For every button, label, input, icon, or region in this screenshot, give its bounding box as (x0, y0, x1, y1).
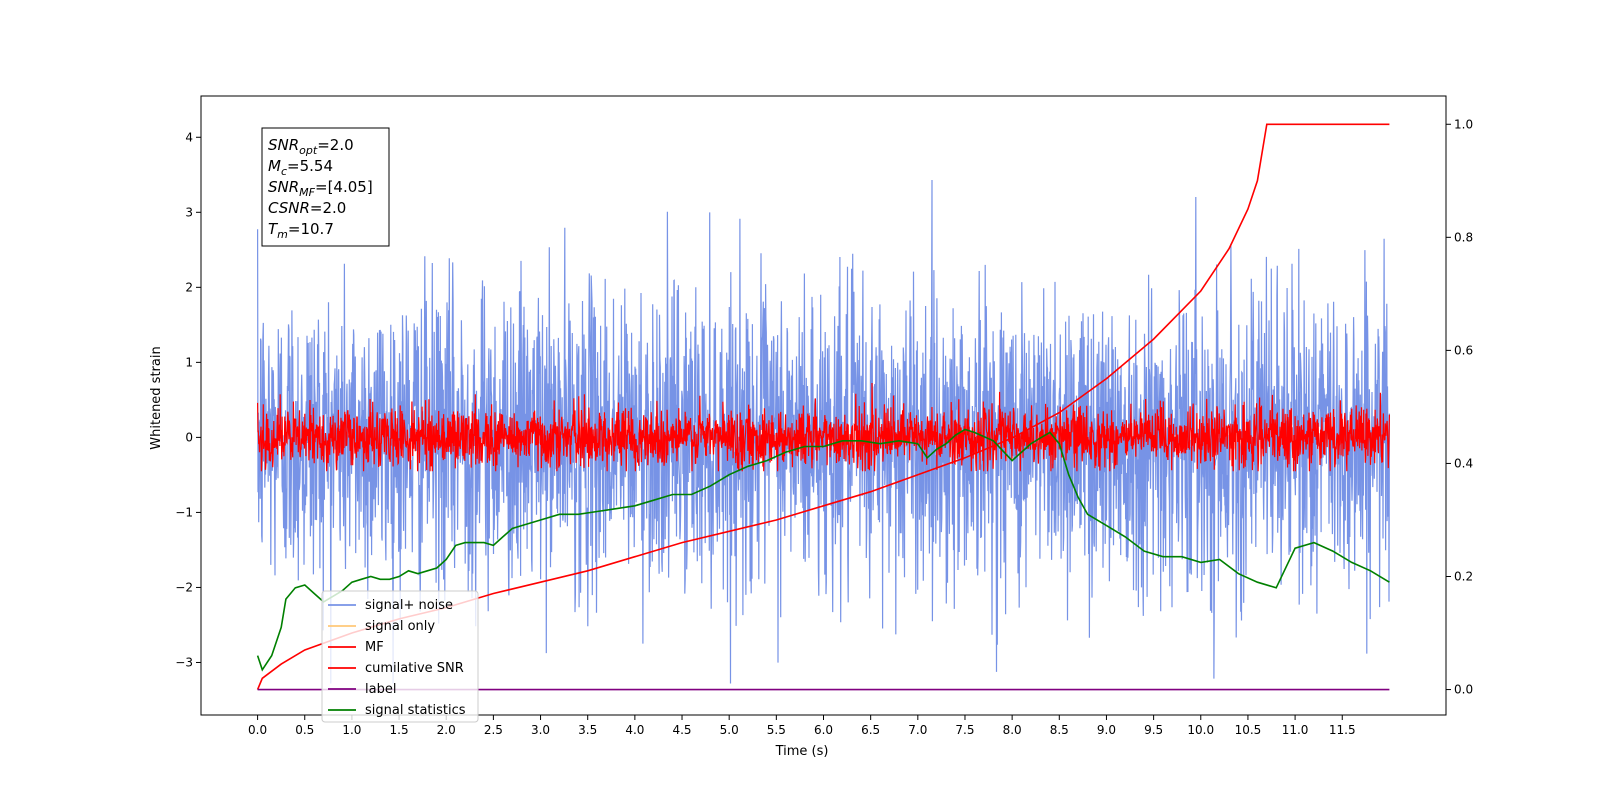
x-tick-label: 4.5 (672, 723, 691, 737)
legend-frame (321, 590, 479, 723)
y-tick-label-left: 1 (185, 355, 193, 369)
x-tick-label: 7.5 (955, 723, 974, 737)
x-tick-label: 5.0 (720, 723, 739, 737)
x-tick-label: 11.0 (1282, 723, 1309, 737)
annotation-line: SNRopt=2.0 (268, 136, 354, 157)
axes: 0.0 0.5 1.0 1.5 2.0 2.5 3.0 3.5 4.0 4.5 5.0 5.5 6.0 6… (175, 95, 1473, 737)
x-tick-label: 1.5 (390, 723, 409, 737)
y-tick-label-right: 0.2 (1454, 570, 1473, 584)
y-tick-label-left: −3 (175, 655, 193, 669)
x-axis-label: Time (s) (775, 744, 829, 759)
series-mf (257, 382, 1390, 472)
y-tick-label-left: 3 (185, 205, 193, 219)
y-axis-label: Whitened strain (149, 346, 164, 449)
y-tick-label-right: 0.0 (1454, 683, 1473, 697)
x-tick-label: 2.0 (437, 723, 456, 737)
y-tick-label-right: 0.6 (1454, 343, 1473, 357)
x-tick-label: 7.0 (908, 723, 927, 737)
y-tick-label-right: 0.4 (1454, 456, 1473, 470)
x-tick-label: 0.0 (248, 723, 267, 737)
legend-label: signal statistics (365, 703, 466, 718)
y-tick-label-right: 0.8 (1454, 230, 1473, 244)
y-tick-label-right: 1.0 (1454, 117, 1473, 131)
x-tick-label: 5.5 (767, 723, 786, 737)
legend-label: label (365, 682, 396, 697)
legend: signal+ noise signal only MF cumilative SNR… (321, 590, 479, 723)
legend-label: MF (365, 640, 384, 655)
annotation-line: Mc=5.54 (268, 157, 333, 178)
annotation-line: CSNR=2.0 (268, 199, 346, 217)
legend-label: signal only (365, 619, 435, 634)
legend-label: cumilative SNR (365, 661, 464, 676)
x-tick-label: 3.5 (578, 723, 597, 737)
legend-label: signal+ noise (365, 598, 453, 613)
annotation-line: Tm=10.7 (268, 220, 334, 241)
x-tick-label: 9.5 (1144, 723, 1163, 737)
x-tick-label: 4.0 (625, 723, 644, 737)
annotation-frame (261, 127, 390, 247)
x-tick-label: 1.0 (342, 723, 361, 737)
x-tick-label: 10.0 (1187, 723, 1214, 737)
y-tick-label-left: −2 (175, 580, 193, 594)
y-tick-label-left: −1 (175, 505, 193, 519)
x-tick-label: 10.5 (1235, 723, 1262, 737)
x-tick-label: 8.0 (1003, 723, 1022, 737)
series-signal-statistics (256, 428, 1390, 672)
y-tick-label-left: 0 (185, 430, 193, 444)
x-tick-label: 2.5 (484, 723, 503, 737)
y-tick-label-left: 4 (185, 130, 193, 144)
x-tick-label: 6.0 (814, 723, 833, 737)
x-tick-label: 9.0 (1097, 723, 1116, 737)
x-tick-label: 8.5 (1050, 723, 1069, 737)
x-tick-label: 3.0 (531, 723, 550, 737)
x-tick-label: 6.5 (861, 723, 880, 737)
y-tick-label-left: 2 (185, 280, 193, 294)
x-tick-label: 0.5 (295, 723, 314, 737)
x-tick-label: 11.5 (1329, 723, 1356, 737)
annotation-line: SNRMF=[4.05] (268, 178, 373, 199)
